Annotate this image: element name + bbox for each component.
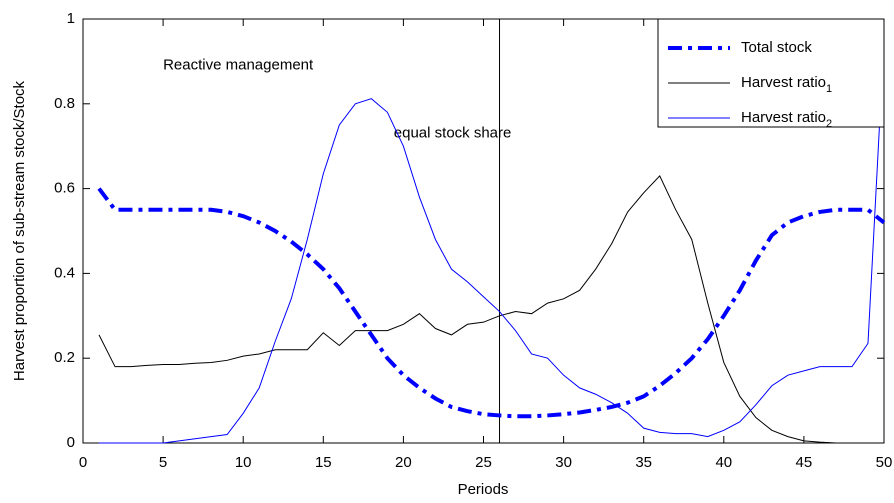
x-tick-label: 35	[635, 454, 652, 471]
x-tick-label: 30	[555, 454, 572, 471]
legend-label: Harvest ratio2	[741, 109, 832, 130]
legend-name: Harvest ratio	[741, 74, 826, 91]
x-tick-label: 0	[79, 454, 87, 471]
annotation: Reactive management	[163, 57, 314, 74]
y-tick-label: 0.6	[54, 180, 75, 197]
data-line	[99, 40, 885, 444]
y-tick-label: 0.8	[54, 95, 75, 112]
legend-name: Harvest ratio	[741, 109, 826, 126]
x-tick-label: 15	[315, 454, 332, 471]
legend-label: Total stock	[741, 39, 812, 56]
y-tick-label: 0	[67, 434, 75, 451]
y-tick-label: 0.4	[54, 264, 75, 281]
legend-label: Harvest ratio1	[741, 74, 832, 95]
legend-subscript: 2	[826, 118, 832, 130]
legend-box	[657, 18, 885, 128]
y-tick-label: 1	[67, 10, 75, 27]
x-tick-label: 10	[235, 454, 252, 471]
x-tick-label: 20	[395, 454, 412, 471]
x-tick-label: 5	[159, 454, 167, 471]
data-line	[97, 187, 886, 419]
x-tick-label: 40	[715, 454, 732, 471]
x-tick-label: 45	[796, 454, 813, 471]
x-axis-label: Periods	[458, 481, 509, 498]
data-line	[98, 175, 836, 444]
annotation: equal stock share	[394, 124, 512, 141]
x-tick-label: 50	[876, 454, 893, 471]
y-tick-label: 0.2	[54, 349, 75, 366]
legend-subscript: 1	[826, 83, 832, 95]
y-axis-label: Harvest proportion of sub-stream stock/S…	[11, 80, 28, 381]
x-tick-label: 25	[475, 454, 492, 471]
legend-name: Total stock	[741, 39, 812, 56]
